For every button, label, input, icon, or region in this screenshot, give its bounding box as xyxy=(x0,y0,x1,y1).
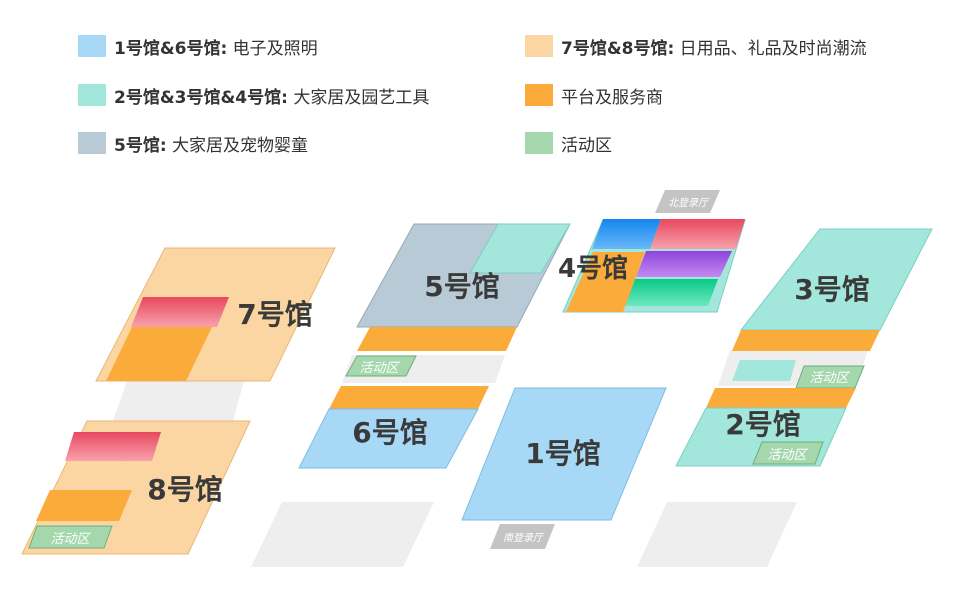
exhibit-zone-pink xyxy=(65,432,161,461)
legend-hall-numbers: 7号馆&8号馆: xyxy=(561,38,675,59)
north-entrance-label: 北登录厅 xyxy=(668,197,710,209)
hall-2-label: 2号馆 xyxy=(725,408,800,441)
activity-label: 活动区 xyxy=(359,361,400,376)
hall-7-label: 7号馆 xyxy=(237,298,312,331)
hall-5-label: 5号馆 xyxy=(424,270,499,303)
service-area xyxy=(732,330,880,351)
legend-description: 大家居及园艺工具 xyxy=(287,87,430,108)
exhibit-zone-pink xyxy=(131,297,229,327)
activity-label: 活动区 xyxy=(767,448,808,463)
exhibit-zone-purple xyxy=(636,251,732,277)
legend-swatch xyxy=(525,84,553,106)
legend-item-daily-gifts: 7号馆&8号馆: 日用品、礼品及时尚潮流 xyxy=(525,31,867,61)
hall-5-home-zone xyxy=(469,223,571,274)
north-entrance xyxy=(655,190,720,213)
legend-item-electronics: 1号馆&6号馆: 电子及照明 xyxy=(78,31,318,61)
service-area xyxy=(106,327,212,381)
legend-hall-numbers: 5号馆: xyxy=(114,135,167,156)
exhibit-zone-pink xyxy=(650,219,745,249)
legend: 1号馆&6号馆: 电子及照明 7号馆&8号馆: 日用品、礼品及时尚潮流 2号馆&… xyxy=(0,0,971,170)
legend-description: 大家居及宠物婴童 xyxy=(166,135,309,156)
home-zone-small xyxy=(732,360,796,381)
hall-6-label: 6号馆 xyxy=(352,416,427,449)
legend-swatch xyxy=(525,132,553,154)
legend-swatch xyxy=(78,35,106,57)
hall-1-label: 1号馆 xyxy=(525,437,600,470)
plaza xyxy=(251,502,434,567)
hall-1 xyxy=(461,387,667,521)
exhibit-zone-blue xyxy=(592,219,661,249)
legend-description: 日用品、礼品及时尚潮流 xyxy=(674,38,867,59)
legend-label: 7号馆&8号馆: 日用品、礼品及时尚潮流 xyxy=(561,34,867,59)
service-area xyxy=(706,388,856,408)
south-entrance xyxy=(490,524,555,549)
south-entrance-label: 南登录厅 xyxy=(503,532,545,544)
hall-4-label: 4号馆 xyxy=(558,253,628,284)
legend-hall-numbers: 2号馆&3号馆&4号馆: xyxy=(114,87,288,108)
activity-label: 活动区 xyxy=(809,371,850,386)
legend-label: 活动区 xyxy=(561,131,612,156)
exhibit-zone-green xyxy=(624,279,718,306)
legend-swatch xyxy=(525,35,553,57)
activity-label: 活动区 xyxy=(50,532,91,547)
service-area xyxy=(357,327,517,351)
legend-item-home-garden: 2号馆&3号馆&4号馆: 大家居及园艺工具 xyxy=(78,80,429,110)
hall-6 xyxy=(298,408,479,469)
hall-3-label: 3号馆 xyxy=(794,273,869,306)
service-area xyxy=(329,386,489,409)
walkway xyxy=(113,381,244,421)
legend-label: 2号馆&3号馆&4号馆: 大家居及园艺工具 xyxy=(114,83,429,108)
legend-swatch xyxy=(78,84,106,106)
legend-hall-numbers: 1号馆&6号馆: xyxy=(114,38,228,59)
service-area xyxy=(36,490,132,521)
legend-description: 电子及照明 xyxy=(227,38,318,59)
activity-area xyxy=(28,525,113,549)
legend-label: 1号馆&6号馆: 电子及照明 xyxy=(114,34,318,59)
legend-description: 活动区 xyxy=(561,135,612,156)
legend-item-activity: 活动区 xyxy=(525,128,612,158)
legend-item-service: 平台及服务商 xyxy=(525,80,663,110)
hall-8-label: 8号馆 xyxy=(147,473,222,506)
legend-item-pet-baby: 5号馆: 大家居及宠物婴童 xyxy=(78,128,308,158)
legend-label: 5号馆: 大家居及宠物婴童 xyxy=(114,131,308,156)
activity-area xyxy=(345,355,417,377)
legend-label: 平台及服务商 xyxy=(561,83,663,108)
legend-description: 平台及服务商 xyxy=(561,87,663,108)
activity-area xyxy=(752,441,824,465)
service-area xyxy=(566,252,645,312)
legend-swatch xyxy=(78,132,106,154)
plaza xyxy=(637,502,797,567)
